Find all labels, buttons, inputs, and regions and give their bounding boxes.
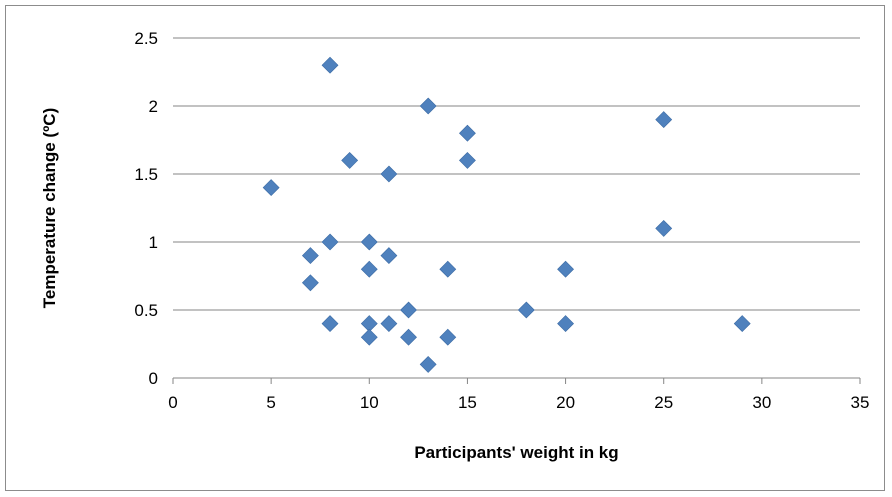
data-point-diamond [321, 315, 339, 333]
data-point-diamond [380, 247, 398, 265]
x-tick-label: 0 [168, 393, 177, 412]
x-tick-label: 5 [266, 393, 275, 412]
data-points [262, 56, 751, 373]
x-tick-label: 15 [458, 393, 477, 412]
data-point-diamond [321, 233, 339, 251]
data-point-diamond [439, 260, 457, 278]
y-tick-label: 0 [149, 369, 158, 388]
data-point-diamond [733, 315, 751, 333]
data-point-diamond [360, 328, 378, 346]
data-point-diamond [360, 233, 378, 251]
data-point-diamond [459, 151, 476, 169]
data-point-diamond [360, 260, 378, 278]
data-point-diamond [301, 274, 319, 292]
data-point-diamond [557, 260, 574, 278]
data-point-diamond [380, 165, 398, 183]
data-point-diamond [321, 56, 339, 74]
data-point-diamond [419, 97, 437, 115]
data-point-diamond [419, 355, 437, 373]
data-point-diamond [262, 179, 280, 197]
data-point-diamond [400, 301, 417, 319]
x-tick-labels: 0 5 10 15 20 25 30 35 [168, 378, 869, 412]
y-tick-label: 1 [149, 233, 158, 252]
y-tick-label: 2 [149, 97, 158, 116]
data-point-diamond [655, 219, 673, 237]
data-point-diamond [459, 124, 476, 142]
data-point-diamond [557, 315, 574, 333]
data-point-diamond [380, 315, 398, 333]
y-axis-title: Temperature change (ºC) [40, 108, 59, 309]
y-tick-labels: 0 0.5 1 1.5 2 2.5 [134, 29, 158, 388]
gridlines [173, 37, 860, 311]
x-tick-label: 30 [752, 393, 771, 412]
x-tick-label: 20 [556, 393, 575, 412]
data-point-diamond [655, 111, 673, 129]
data-point-diamond [517, 301, 535, 319]
data-point-diamond [439, 328, 457, 346]
y-tick-label: 1.5 [134, 165, 158, 184]
data-point-diamond [341, 151, 359, 169]
y-tick-label: 2.5 [134, 29, 158, 48]
x-axis-title: Participants' weight in kg [414, 443, 618, 462]
x-tick-label: 25 [654, 393, 673, 412]
x-tick-label: 35 [851, 393, 870, 412]
data-point-diamond [400, 328, 417, 346]
y-tick-label: 0.5 [134, 301, 158, 320]
data-point-diamond [301, 247, 319, 265]
x-tick-label: 10 [360, 393, 379, 412]
chart-frame [5, 5, 885, 491]
